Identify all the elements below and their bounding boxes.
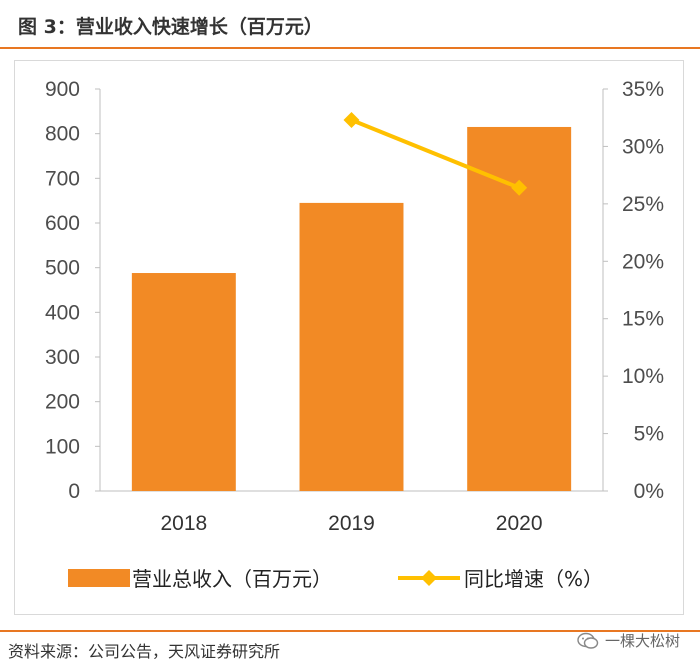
bar-2018 — [131, 273, 236, 491]
left-tick-label: 0 — [68, 480, 80, 503]
chart-frame — [14, 60, 684, 615]
bar-2019 — [299, 202, 404, 491]
line-series — [343, 112, 528, 196]
growth-marker — [343, 112, 360, 129]
left-tick-label: 400 — [45, 301, 80, 324]
left-tick-label: 700 — [45, 167, 80, 190]
right-tick-label: 10% — [622, 365, 664, 388]
growth-marker — [511, 179, 528, 196]
right-tick-label: 5% — [634, 423, 664, 446]
source-note: 资料来源：公司公告，天风证券研究所 — [8, 642, 281, 661]
legend-bar-swatch — [68, 569, 130, 587]
wechat-icon — [577, 632, 599, 649]
right-tick-label: 0% — [634, 480, 664, 503]
right-tick-label: 20% — [622, 250, 664, 273]
category-label: 2018 — [160, 512, 207, 535]
right-tick-label: 30% — [622, 135, 664, 158]
source-rule — [0, 630, 700, 632]
right-tick-label: 15% — [622, 308, 664, 331]
category-axis: 2018 2019 2020 — [160, 512, 542, 535]
growth-line — [350, 118, 520, 190]
right-axis: 0% 5% 10% 15% 20% 25% 30% 35% — [602, 78, 664, 503]
watermark-text: 一棵大松树 — [604, 632, 680, 650]
left-tick-label: 200 — [45, 391, 80, 414]
left-tick-label: 300 — [45, 346, 80, 369]
title-rule — [0, 47, 700, 49]
category-label: 2019 — [328, 512, 375, 535]
legend: 营业总收入（百万元） 同比增速（%） — [68, 567, 603, 591]
legend-line-marker — [421, 570, 437, 586]
category-label: 2020 — [496, 512, 543, 535]
figure-title: 图 3：营业收入快速增长（百万元） — [18, 16, 323, 38]
left-tick-label: 500 — [45, 257, 80, 280]
left-tick-label: 900 — [45, 78, 80, 101]
right-tick-label: 25% — [622, 193, 664, 216]
legend-bar-label: 营业总收入（百万元） — [132, 567, 332, 591]
left-tick-label: 100 — [45, 435, 80, 458]
left-tick-label: 600 — [45, 212, 80, 235]
right-tick-label: 35% — [622, 78, 664, 101]
left-tick-label: 800 — [45, 123, 80, 146]
watermark: 一棵大松树 — [577, 630, 680, 651]
legend-line-label: 同比增速（%） — [464, 567, 603, 591]
